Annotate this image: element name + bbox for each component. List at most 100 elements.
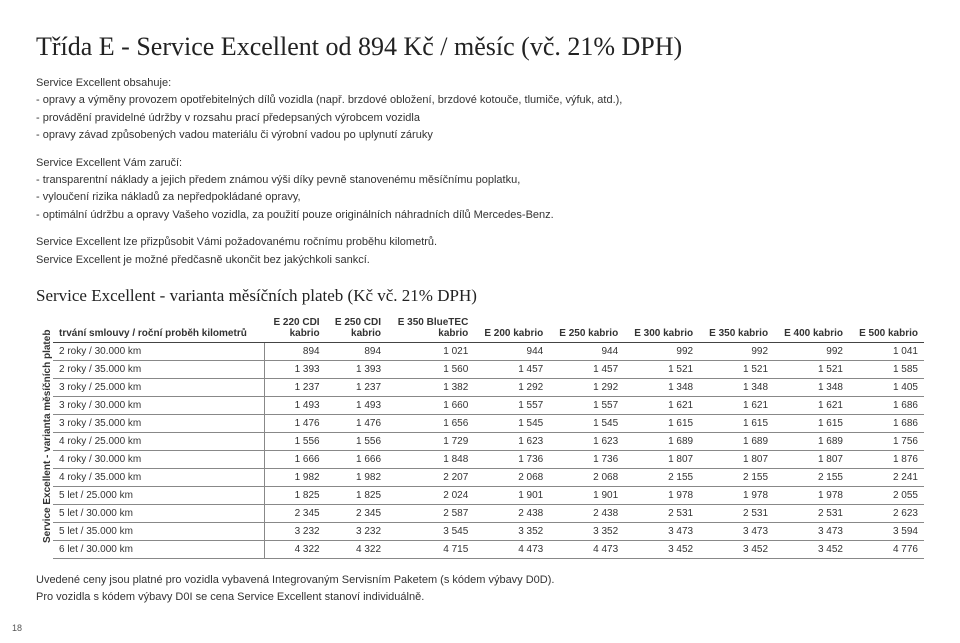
table-cell: 992 bbox=[699, 342, 774, 360]
table-cell: 2 068 bbox=[549, 468, 624, 486]
table-cell: 1 476 bbox=[326, 414, 387, 432]
table-row: 4 roky / 25.000 km1 5561 5561 7291 6231 … bbox=[53, 432, 924, 450]
table-cell: 1 393 bbox=[264, 360, 325, 378]
table-col-header: E 300 kabrio bbox=[624, 314, 699, 343]
table-cell: 1 348 bbox=[699, 378, 774, 396]
table-cell: 1 348 bbox=[624, 378, 699, 396]
table-header-row: trvání smlouvy / roční proběh kilometrůE… bbox=[53, 314, 924, 343]
table-cell: 1 615 bbox=[624, 414, 699, 432]
table-cell: 2 207 bbox=[387, 468, 474, 486]
table-cell: 1 615 bbox=[699, 414, 774, 432]
table-vertical-label: Service Excellent - varianta měsíčních p… bbox=[36, 314, 53, 559]
table-cell: 992 bbox=[774, 342, 849, 360]
table-cell: 1 825 bbox=[326, 486, 387, 504]
text-line: - transparentní náklady a jejich předem … bbox=[36, 173, 924, 188]
table-cell: 3 594 bbox=[849, 522, 924, 540]
table-cell: 2 587 bbox=[387, 504, 474, 522]
footer-block: Uvedené ceny jsou platné pro vozidla vyb… bbox=[36, 573, 924, 606]
table-cell: 3 232 bbox=[326, 522, 387, 540]
table-cell: 2 024 bbox=[387, 486, 474, 504]
table-cell: 3 473 bbox=[699, 522, 774, 540]
intro2-head: Service Excellent Vám zaručí: bbox=[36, 156, 924, 171]
table-cell: 4 473 bbox=[474, 540, 549, 558]
table-cell: 1 901 bbox=[549, 486, 624, 504]
text-line: - optimální údržbu a opravy Vašeho vozid… bbox=[36, 208, 924, 223]
table-cell: 3 452 bbox=[699, 540, 774, 558]
intro-block-1: Service Excellent obsahuje: - opravy a v… bbox=[36, 76, 924, 144]
table-cell: 2 068 bbox=[474, 468, 549, 486]
table-cell: 1 621 bbox=[774, 396, 849, 414]
table-cell: 1 686 bbox=[849, 414, 924, 432]
table-cell: 1 545 bbox=[474, 414, 549, 432]
table-col-header: E 350 kabrio bbox=[699, 314, 774, 343]
page-title: Třída E - Service Excellent od 894 Kč / … bbox=[36, 32, 924, 62]
table-cell: 1 807 bbox=[774, 450, 849, 468]
table-row: 2 roky / 35.000 km1 3931 3931 5601 4571 … bbox=[53, 360, 924, 378]
table-body: 2 roky / 30.000 km8948941 02194494499299… bbox=[53, 342, 924, 558]
table-cell: 1 978 bbox=[774, 486, 849, 504]
table-cell: 1 621 bbox=[699, 396, 774, 414]
table-cell: 3 473 bbox=[624, 522, 699, 540]
table-cell: 1 686 bbox=[849, 396, 924, 414]
table-cell: 1 521 bbox=[699, 360, 774, 378]
table-cell: 2 438 bbox=[549, 504, 624, 522]
table-cell: 4 715 bbox=[387, 540, 474, 558]
table-cell: 944 bbox=[549, 342, 624, 360]
table-cell: 4 roky / 35.000 km bbox=[53, 468, 264, 486]
table-title: Service Excellent - varianta měsíčních p… bbox=[36, 286, 924, 306]
table-cell: 2 438 bbox=[474, 504, 549, 522]
table-cell: 1 901 bbox=[474, 486, 549, 504]
intro-block-3: Service Excellent lze přizpůsobit Vámi p… bbox=[36, 235, 924, 268]
table-cell: 2 623 bbox=[849, 504, 924, 522]
table-cell: 5 let / 30.000 km bbox=[53, 504, 264, 522]
table-cell: 1 292 bbox=[474, 378, 549, 396]
table-cell: 4 roky / 25.000 km bbox=[53, 432, 264, 450]
table-cell: 1 521 bbox=[774, 360, 849, 378]
table-cell: 1 393 bbox=[326, 360, 387, 378]
table-cell: 1 689 bbox=[699, 432, 774, 450]
table-cell: 1 978 bbox=[624, 486, 699, 504]
table-row: 4 roky / 30.000 km1 6661 6661 8481 7361 … bbox=[53, 450, 924, 468]
table-cell: 2 241 bbox=[849, 468, 924, 486]
table-cell: 1 656 bbox=[387, 414, 474, 432]
table-row: 5 let / 35.000 km3 2323 2323 5453 3523 3… bbox=[53, 522, 924, 540]
table-cell: 1 237 bbox=[264, 378, 325, 396]
text-line: Pro vozidla s kódem výbavy D0I se cena S… bbox=[36, 590, 924, 605]
table-row: 5 let / 30.000 km2 3452 3452 5872 4382 4… bbox=[53, 504, 924, 522]
table-cell: 1 756 bbox=[849, 432, 924, 450]
table-cell: 1 457 bbox=[474, 360, 549, 378]
table-cell: 944 bbox=[474, 342, 549, 360]
table-wrap: Service Excellent - varianta měsíčních p… bbox=[36, 314, 924, 559]
table-cell: 1 736 bbox=[549, 450, 624, 468]
table-cell: 2 345 bbox=[264, 504, 325, 522]
table-cell: 2 055 bbox=[849, 486, 924, 504]
table-col-header: E 220 CDIkabrio bbox=[264, 314, 325, 343]
table-cell: 1 848 bbox=[387, 450, 474, 468]
table-cell: 1 476 bbox=[264, 414, 325, 432]
table-cell: 2 531 bbox=[699, 504, 774, 522]
table-cell: 1 689 bbox=[624, 432, 699, 450]
table-cell: 1 615 bbox=[774, 414, 849, 432]
table-cell: 1 807 bbox=[699, 450, 774, 468]
table-row: 5 let / 25.000 km1 8251 8252 0241 9011 9… bbox=[53, 486, 924, 504]
table-cell: 1 666 bbox=[326, 450, 387, 468]
table-cell: 1 545 bbox=[549, 414, 624, 432]
table-cell: 2 345 bbox=[326, 504, 387, 522]
text-line: - opravy závad způsobených vadou materiá… bbox=[36, 128, 924, 143]
text-line: Uvedené ceny jsou platné pro vozidla vyb… bbox=[36, 573, 924, 588]
table-cell: 3 352 bbox=[549, 522, 624, 540]
text-line: - vyloučení rizika nákladů za nepředpokl… bbox=[36, 190, 924, 205]
table-row: 3 roky / 35.000 km1 4761 4761 6561 5451 … bbox=[53, 414, 924, 432]
table-cell: 1 978 bbox=[699, 486, 774, 504]
table-col-header: trvání smlouvy / roční proběh kilometrů bbox=[53, 314, 264, 343]
table-cell: 5 let / 25.000 km bbox=[53, 486, 264, 504]
table-cell: 2 155 bbox=[624, 468, 699, 486]
table-cell: 4 roky / 30.000 km bbox=[53, 450, 264, 468]
table-cell: 2 roky / 30.000 km bbox=[53, 342, 264, 360]
table-cell: 1 623 bbox=[549, 432, 624, 450]
table-cell: 1 493 bbox=[326, 396, 387, 414]
table-cell: 1 621 bbox=[624, 396, 699, 414]
table-cell: 1 807 bbox=[624, 450, 699, 468]
page-number: 18 bbox=[12, 623, 22, 633]
table-cell: 1 689 bbox=[774, 432, 849, 450]
